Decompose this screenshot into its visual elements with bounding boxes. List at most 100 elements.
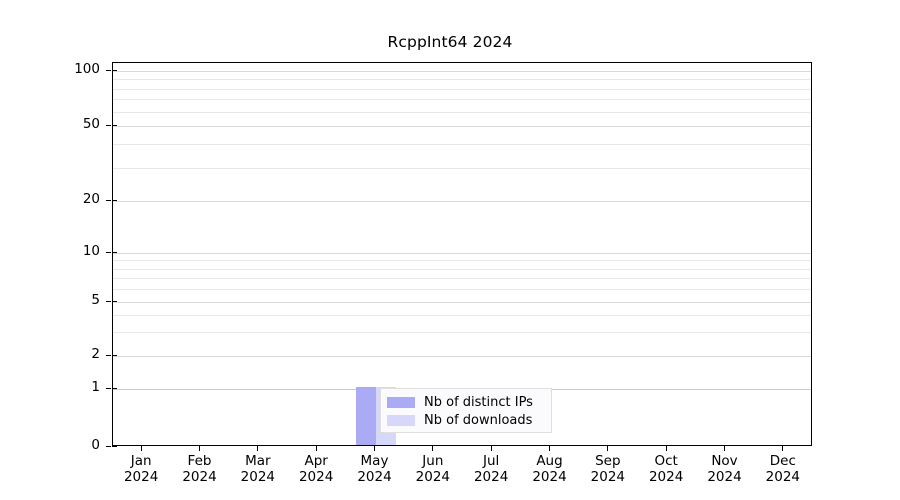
gridline — [113, 302, 811, 303]
x-axis-tick-month: Jan — [130, 453, 152, 469]
y-axis-tick-mark — [106, 251, 111, 253]
y-axis-tick-mark-inner — [112, 387, 117, 389]
y-axis-tick-mark-inner — [112, 354, 117, 356]
gridline — [113, 253, 811, 254]
y-axis-tick-label: 5 — [91, 292, 100, 308]
x-axis-tick-label: May 2024 — [335, 453, 415, 485]
x-axis-tick-mark — [548, 446, 551, 451]
y-axis-tick-mark — [106, 199, 111, 201]
y-axis-tick-mark — [106, 69, 111, 71]
y-axis-tick-mark — [106, 354, 111, 356]
legend-label-distinct-ips: Nb of distinct IPs — [424, 394, 533, 410]
gridline — [113, 111, 811, 113]
gridline — [113, 71, 811, 72]
x-axis-tick-mark — [432, 446, 434, 451]
gridline — [113, 289, 811, 291]
chart-title: RcppInt64 2024 — [387, 33, 513, 51]
x-axis-tick-year: 2024 — [532, 469, 567, 485]
gridline — [113, 356, 811, 357]
y-axis-tick-mark-inner — [112, 300, 117, 302]
x-axis-tick-label: Jan 2024 — [101, 453, 181, 485]
x-axis-tick-month: Feb — [187, 453, 212, 469]
x-axis-tick-mark — [198, 446, 201, 451]
y-axis-tick-label: 1 — [91, 379, 100, 395]
gridline — [113, 278, 811, 280]
x-axis-tick-year: 2024 — [240, 469, 275, 485]
x-axis-tick-mark — [607, 446, 609, 451]
gridline — [113, 167, 811, 169]
y-axis-tick-mark — [106, 445, 111, 447]
gridline — [113, 99, 811, 101]
x-axis-tick-month: Sep — [595, 453, 621, 469]
x-axis-tick-year: 2024 — [648, 469, 684, 485]
x-axis-tick-year: 2024 — [298, 469, 334, 485]
x-axis-tick-label: Oct 2024 — [626, 453, 706, 485]
x-axis-tick-label: Jun 2024 — [393, 453, 473, 485]
y-axis-tick-mark-inner — [112, 445, 117, 447]
gridline — [113, 88, 811, 90]
x-axis-tick-month: Jun — [422, 453, 444, 469]
x-axis-tick-label: Apr 2024 — [276, 453, 356, 485]
x-axis-tick-mark — [782, 446, 784, 451]
gridline — [113, 126, 811, 127]
chart-legend: Nb of distinct IPs Nb of downloads — [380, 388, 552, 433]
y-axis-tick-label: 50 — [82, 116, 100, 132]
y-axis-tick-mark-inner — [112, 199, 117, 201]
x-axis-tick-mark — [315, 446, 317, 451]
legend-item-downloads: Nb of downloads — [387, 411, 545, 429]
gridline — [113, 201, 811, 202]
y-axis-tick-mark-inner — [112, 69, 117, 71]
x-axis-tick-month: Mar — [245, 453, 271, 469]
x-axis-tick-label: Sep 2024 — [568, 453, 648, 485]
x-axis-tick-label: Aug 2024 — [510, 453, 590, 485]
x-axis-tick-year: 2024 — [415, 469, 450, 485]
legend-swatch-downloads — [387, 414, 415, 426]
gridline — [113, 260, 811, 262]
x-axis-tick-year: 2024 — [123, 469, 159, 485]
x-axis-tick-label: Dec 2024 — [743, 453, 823, 485]
x-axis-tick-label: Jul 2024 — [451, 453, 531, 485]
x-axis-tick-year: 2024 — [182, 469, 217, 485]
x-axis-tick-year: 2024 — [357, 469, 392, 485]
x-axis-tick-year: 2024 — [473, 469, 509, 485]
x-axis-tick-label: Feb 2024 — [160, 453, 240, 485]
y-axis-tick-mark-inner — [112, 124, 117, 126]
x-axis-tick-month: Dec — [769, 453, 796, 469]
x-axis-tick-mark — [373, 446, 376, 451]
bar-distinct-ips-may-2024 — [355, 387, 376, 445]
y-axis-tick-label: 0 — [91, 437, 100, 453]
x-axis-tick-year: 2024 — [590, 469, 625, 485]
gridline — [113, 79, 811, 81]
x-axis-tick-month: May — [360, 453, 389, 469]
x-axis-tick-year: 2024 — [765, 469, 800, 485]
legend-label-downloads: Nb of downloads — [424, 412, 533, 428]
x-axis-tick-mark — [665, 446, 667, 451]
y-axis-tick-label: 20 — [82, 191, 100, 207]
x-axis-tick-label: Mar 2024 — [218, 453, 298, 485]
x-axis-tick-mark — [140, 446, 142, 451]
legend-swatch-distinct-ips — [387, 396, 415, 408]
y-axis-tick-label: 100 — [74, 61, 100, 77]
x-axis-tick-month: Oct — [654, 453, 678, 469]
x-axis-tick-month: Nov — [711, 453, 738, 469]
gridline — [113, 332, 811, 334]
y-axis-tick-mark — [106, 387, 111, 389]
legend-item-distinct-ips: Nb of distinct IPs — [387, 393, 545, 411]
x-axis-tick-month: Jul — [483, 453, 500, 469]
y-axis-tick-mark — [106, 124, 111, 126]
x-axis-tick-month: Aug — [536, 453, 563, 469]
x-axis-tick-month: Apr — [304, 453, 328, 469]
x-axis-tick-mark — [490, 446, 492, 451]
plot-area — [112, 62, 812, 446]
y-axis-tick-mark-inner — [112, 251, 117, 253]
y-axis-tick-label: 2 — [91, 346, 100, 362]
x-axis-tick-year: 2024 — [707, 469, 742, 485]
y-axis-tick-label: 10 — [82, 243, 100, 259]
x-axis-tick-label: Nov 2024 — [685, 453, 765, 485]
x-axis-tick-mark — [257, 446, 259, 451]
gridline — [113, 268, 811, 270]
gridline — [113, 144, 811, 146]
x-axis-tick-mark — [723, 446, 726, 451]
gridline — [113, 315, 811, 317]
